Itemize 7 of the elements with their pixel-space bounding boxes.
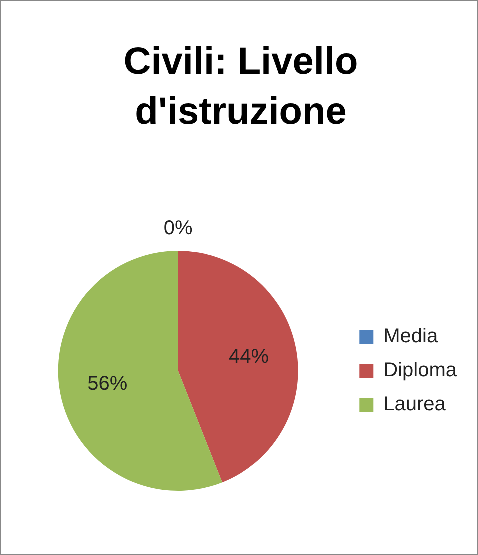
data-label: 44% xyxy=(229,346,270,368)
text: 0% xyxy=(164,218,193,240)
data-label: 56% xyxy=(88,373,128,396)
legend-label: Diploma xyxy=(384,360,458,382)
legend-label: Laurea xyxy=(384,394,447,416)
chart-title: Civili: Livello d'istruzione xyxy=(122,40,360,135)
legend-label: Media xyxy=(384,326,439,348)
